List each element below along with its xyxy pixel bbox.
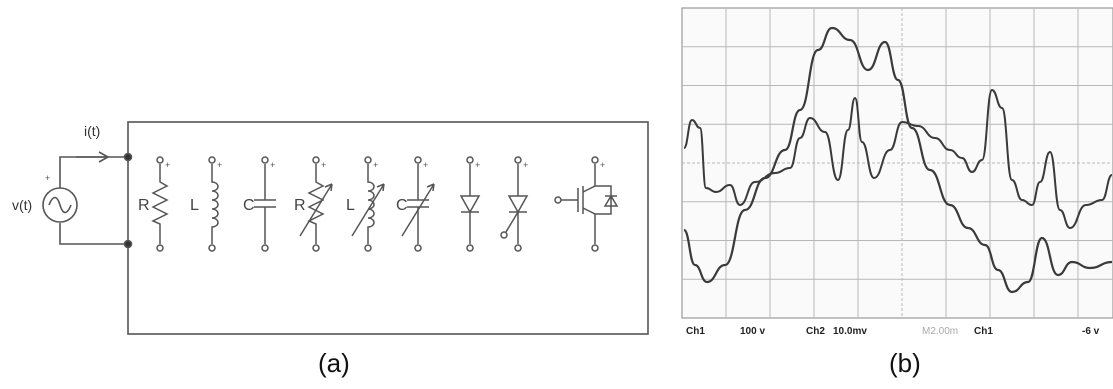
variable-capacitor-symbol (401, 156, 435, 252)
wire-bottom (59, 223, 128, 245)
trigger-channel: Ch1 (974, 326, 993, 337)
resistor-symbol (151, 156, 169, 252)
trace-ch1 (682, 26, 1113, 294)
trigger-level: -6 v (1082, 326, 1100, 337)
polarity-plus: + (423, 160, 428, 170)
variable-resistor-symbol (299, 156, 333, 252)
terminal-dot (414, 244, 422, 252)
terminal-dot (312, 156, 320, 164)
element-label: L (190, 197, 199, 214)
gate-dot (500, 231, 508, 239)
variable-inductor-symbol (351, 156, 385, 252)
oscilloscope-screen (681, 7, 1113, 319)
polarity-plus: + (165, 160, 170, 170)
scope-grid (682, 8, 1113, 318)
ch2-scale: 10.0mv (833, 326, 867, 337)
terminal-dot (591, 156, 599, 164)
thyristor-symbol (500, 156, 529, 252)
polarity-plus: + (217, 160, 222, 170)
element-labels: + R + L + C + R + L + C + + + (138, 160, 605, 214)
timebase: M2.00m (922, 326, 958, 337)
ac-source-icon (42, 187, 78, 223)
ch2-label: Ch2 (806, 326, 825, 337)
terminal-dot (364, 156, 372, 164)
terminal-dot (591, 244, 599, 252)
current-label: i(t) (84, 123, 100, 139)
arrow-head-icon (98, 151, 110, 163)
element-label: C (243, 197, 255, 214)
polarity-plus: + (373, 160, 378, 170)
load-box (127, 121, 649, 335)
polarity-plus: + (321, 160, 326, 170)
terminal-dot (514, 156, 522, 164)
source-label: v(t) (12, 197, 32, 213)
capacitor-symbol (254, 156, 276, 252)
inductor-symbol (208, 156, 219, 252)
terminal-dot (414, 156, 422, 164)
gate-dot (554, 196, 562, 204)
terminal-dot (261, 156, 269, 164)
element-row (151, 156, 619, 252)
element-label: R (138, 197, 150, 214)
element-label: L (346, 197, 355, 214)
trace-ch2 (683, 88, 1113, 230)
sine-icon (48, 196, 72, 214)
terminal-dot (261, 244, 269, 252)
polarity-plus: + (45, 173, 50, 183)
element-label: C (396, 197, 408, 214)
polarity-plus: + (270, 160, 275, 170)
terminal-dot (156, 156, 164, 164)
scope-status-bar: Ch1 100 v Ch2 10.0mv M2.00m Ch1 -6 v (686, 326, 1100, 337)
igbt-symbol (554, 156, 619, 252)
terminal-dot (514, 244, 522, 252)
terminal-dot (364, 244, 372, 252)
ch1-label: Ch1 (686, 326, 705, 337)
wire-top (59, 156, 128, 188)
terminal-dot (208, 244, 216, 252)
terminal-dot (123, 239, 133, 249)
polarity-plus: + (600, 160, 605, 170)
polarity-plus: + (475, 160, 480, 170)
caption-b: (b) (889, 348, 921, 378)
terminal-dot (208, 156, 216, 164)
element-label: R (294, 197, 306, 214)
terminal-dot (156, 244, 164, 252)
ch1-scale: 100 v (740, 326, 765, 337)
terminal-dot (466, 156, 474, 164)
terminal-dot (466, 244, 474, 252)
circuit-diagram (42, 121, 649, 335)
terminal-dot (123, 152, 133, 162)
diode-symbol (459, 156, 481, 252)
terminal-dot (312, 244, 320, 252)
caption-a: (a) (318, 348, 350, 378)
polarity-plus: + (523, 160, 528, 170)
